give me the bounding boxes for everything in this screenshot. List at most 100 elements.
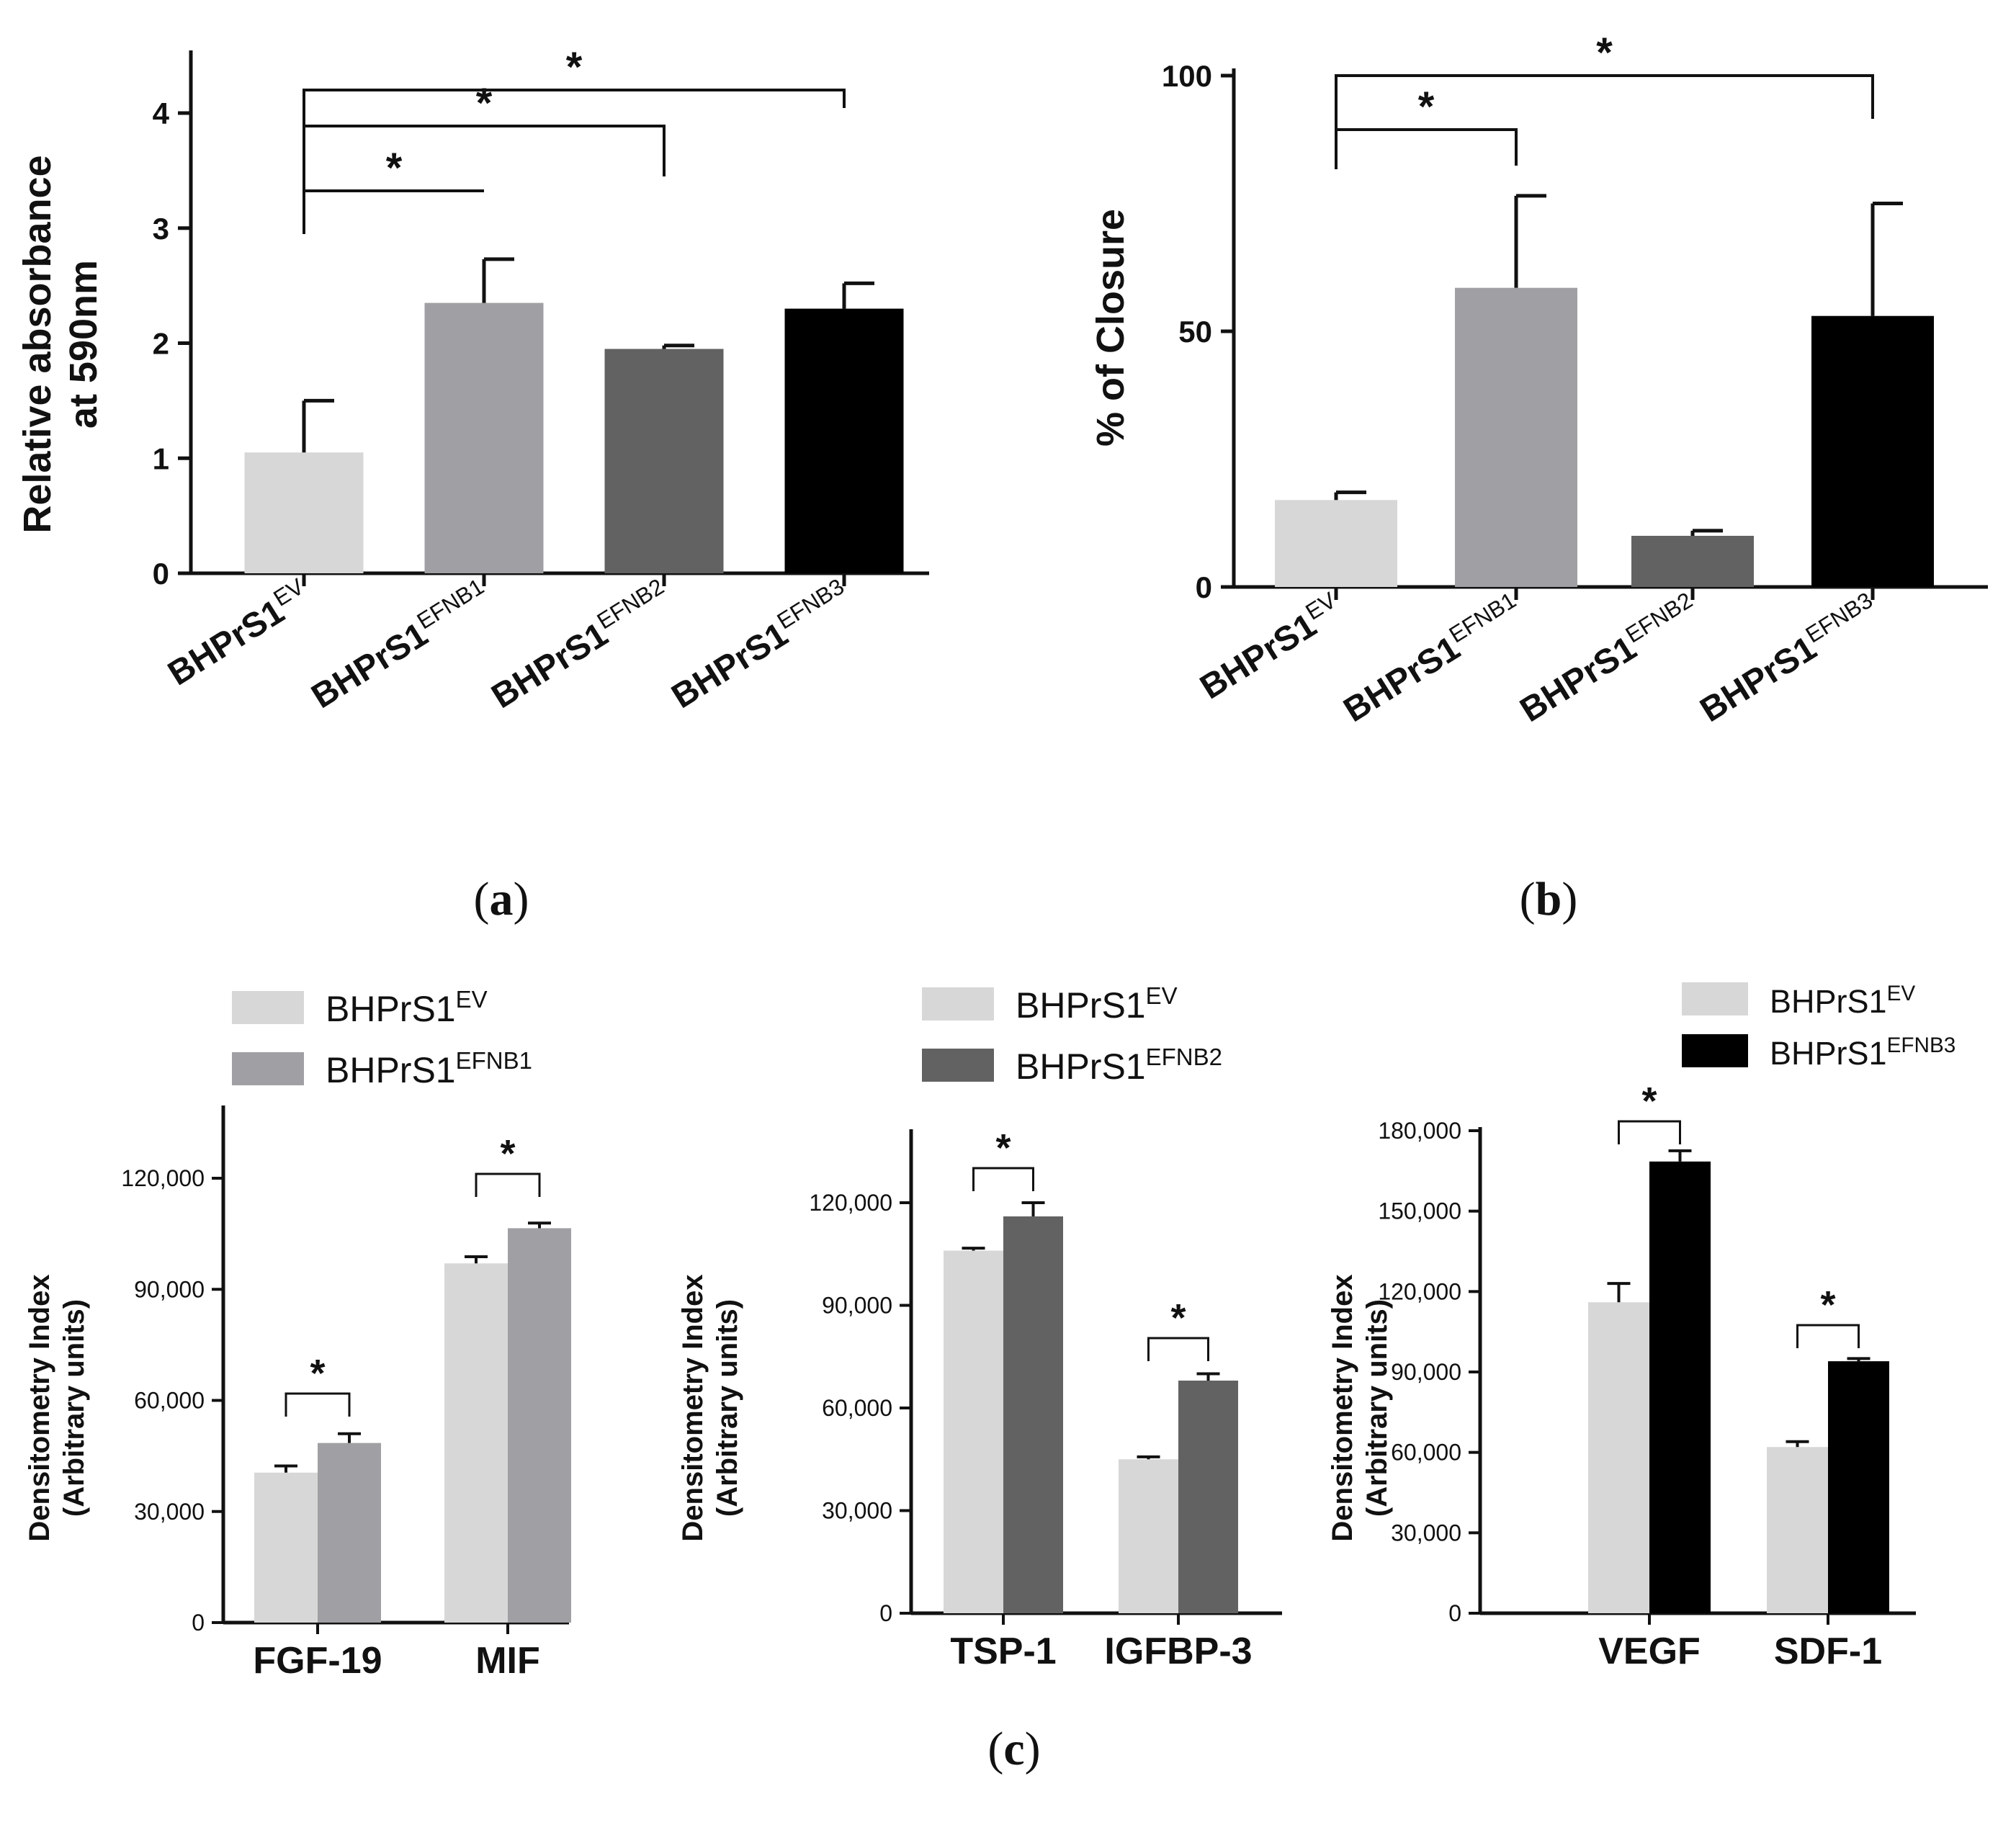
b-significance-label: *	[1596, 30, 1613, 76]
c3-bar	[1828, 1361, 1889, 1613]
a-bar	[784, 308, 904, 573]
c1-bar	[254, 1472, 318, 1623]
c1-y-tick-label: 90,000	[134, 1276, 205, 1302]
c2-y-tick-label: 60,000	[822, 1395, 892, 1421]
c2-legend-label: BHPrS1EFNB2	[1016, 1044, 1222, 1087]
b-significance-bracket	[1335, 74, 1874, 130]
c1-significance-bracket	[285, 1392, 351, 1417]
c2-x-tick-label: IGFBP-3	[1104, 1631, 1252, 1672]
a-y-tick-label: 2	[153, 327, 169, 361]
c2-significance-bracket	[1147, 1337, 1209, 1361]
panel-c2-chart: 0 30,000 60,000 90,000 120,000 Densitometry I…	[677, 982, 1282, 1672]
c3-y-tick-label: 0	[1448, 1600, 1461, 1626]
b-y-label: % of Closure	[1089, 209, 1132, 447]
c3-y-tick-label: 60,000	[1391, 1440, 1461, 1466]
panel-c1-chart: 0 30,000 60,000 90,000 120,000 Densitometry I…	[24, 986, 571, 1682]
c2-y-tick-label: 0	[879, 1600, 892, 1626]
c2-bar	[944, 1250, 1003, 1613]
c1-significance-label: *	[310, 1352, 325, 1395]
c1-significance-label: *	[500, 1132, 515, 1175]
c3-x-tick-label: VEGF	[1598, 1631, 1701, 1672]
b-bar	[1275, 500, 1397, 587]
c1-x-tick-label: MIF	[475, 1640, 540, 1682]
b-y-tick-label: 50	[1178, 315, 1212, 349]
b-x-tick-label: BHPrS1EFNB1	[1335, 587, 1529, 730]
c2-x-tick-label: TSP-1	[950, 1631, 1056, 1672]
c3-y-tick-label: 180,000	[1378, 1118, 1461, 1144]
a-significance-bracket	[303, 125, 666, 191]
c2-y-tick-label: 90,000	[822, 1293, 892, 1319]
c3-legend-label: BHPrS1EV	[1770, 982, 1915, 1020]
c2-bar	[1178, 1381, 1238, 1613]
c1-x-tick-label: FGF-19	[253, 1640, 382, 1682]
c2-legend-swatch	[922, 987, 994, 1021]
b-y-tick-label: 0	[1196, 570, 1212, 604]
caption-b: (b)	[1520, 873, 1578, 925]
c2-y-tick-label: 120,000	[809, 1190, 892, 1216]
caption-a: (a)	[474, 873, 529, 925]
c2-y-tick-label: 30,000	[822, 1498, 892, 1524]
c3-significance-bracket	[1618, 1120, 1681, 1144]
c1-y-tick-label: 60,000	[134, 1388, 205, 1414]
c2-legend-swatch	[922, 1049, 994, 1082]
c2-bar	[1003, 1216, 1063, 1613]
c1-bar	[318, 1443, 381, 1623]
c3-legend-swatch	[1682, 1034, 1748, 1067]
c3-bar	[1767, 1447, 1828, 1613]
a-x-tick-label: BHPrS1EV	[160, 573, 317, 693]
c3-x-tick-label: SDF-1	[1774, 1631, 1882, 1672]
b-x-tick-label: BHPrS1EFNB3	[1692, 587, 1886, 730]
c3-bar	[1649, 1161, 1711, 1613]
c3-y-tick-label: 150,000	[1378, 1198, 1461, 1224]
c1-y-label: Densitometry Index (Arbitrary units)	[24, 1274, 90, 1541]
a-significance-label: *	[476, 80, 493, 127]
b-bar	[1811, 315, 1934, 587]
c2-y-label: Densitometry Index (Arbitrary units)	[677, 1274, 743, 1541]
c1-legend-label: BHPrS1EV	[326, 986, 488, 1029]
c2-legend-label: BHPrS1EV	[1016, 982, 1178, 1026]
b-bar	[1455, 287, 1577, 587]
a-y-tick-label: 3	[153, 212, 169, 246]
caption-c: (c)	[987, 1723, 1040, 1775]
c2-bar	[1119, 1459, 1178, 1613]
a-bar	[244, 452, 364, 573]
c3-y-tick-label: 30,000	[1391, 1520, 1461, 1546]
c1-legend-swatch	[232, 1052, 304, 1085]
a-y-tick-label: 1	[153, 441, 169, 475]
c3-significance-bracket	[1796, 1324, 1860, 1348]
panel-c3-chart: 0 30,000 60,000 90,000 120,000 150,000 180,000…	[1327, 982, 1955, 1672]
a-significance-label: *	[386, 145, 403, 192]
a-bar	[424, 302, 544, 573]
c3-legend-label: BHPrS1EFNB3	[1770, 1033, 1955, 1072]
c3-y-label: Densitometry Index (Arbitrary units)	[1327, 1274, 1393, 1541]
c1-bar	[508, 1228, 571, 1623]
a-bar	[604, 349, 724, 573]
b-y-tick-label: 100	[1162, 59, 1212, 93]
c3-significance-label: *	[1820, 1283, 1835, 1327]
c3-y-tick-label: 120,000	[1378, 1278, 1461, 1304]
a-significance-bracket	[303, 189, 484, 234]
b-bar	[1631, 536, 1754, 587]
c1-y-tick-label: 120,000	[121, 1165, 205, 1191]
b-significance-bracket	[1335, 128, 1518, 169]
c1-y-tick-label: 30,000	[134, 1499, 205, 1525]
c2-significance-label: *	[995, 1126, 1011, 1170]
c1-legend-label: BHPrS1EFNB1	[326, 1047, 532, 1090]
a-y-tick-label: 4	[153, 97, 170, 130]
c1-legend-swatch	[232, 991, 304, 1024]
a-significance-label: *	[566, 44, 583, 91]
a-x-tick-label: BHPrS1EFNB1	[303, 573, 497, 716]
c3-legend-swatch	[1682, 982, 1748, 1015]
a-x-tick-label: BHPrS1EFNB3	[663, 573, 857, 716]
c3-bar	[1588, 1302, 1649, 1613]
c1-significance-bracket	[475, 1172, 541, 1197]
a-significance-bracket	[303, 89, 846, 126]
b-x-tick-label: BHPrS1EV	[1192, 587, 1349, 707]
b-x-tick-label: BHPrS1EFNB2	[1512, 587, 1706, 730]
a-x-tick-label: BHPrS1EFNB2	[483, 573, 677, 716]
panel-a-chart: 0 1 2 3 4 Relative absorbanceat 590nm BHPrS1EV…	[16, 44, 929, 716]
a-y-label: Relative absorbanceat 590nm	[16, 155, 105, 533]
c3-significance-label: *	[1641, 1080, 1657, 1123]
